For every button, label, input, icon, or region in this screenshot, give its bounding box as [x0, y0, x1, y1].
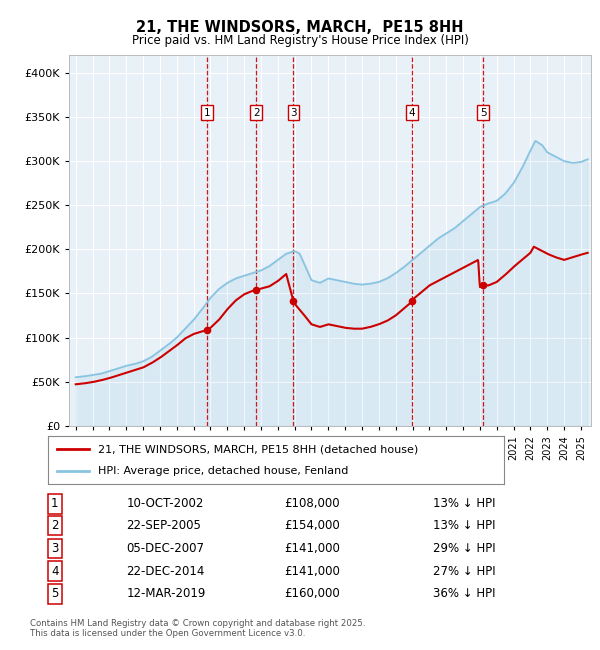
Text: £108,000: £108,000	[284, 497, 340, 510]
Text: 13% ↓ HPI: 13% ↓ HPI	[433, 497, 496, 510]
Text: 3: 3	[51, 542, 59, 555]
Text: 3: 3	[290, 108, 297, 118]
Text: 29% ↓ HPI: 29% ↓ HPI	[433, 542, 496, 555]
Text: 05-DEC-2007: 05-DEC-2007	[127, 542, 205, 555]
Text: £160,000: £160,000	[284, 588, 340, 601]
Text: £141,000: £141,000	[284, 542, 340, 555]
Text: HPI: Average price, detached house, Fenland: HPI: Average price, detached house, Fenl…	[98, 465, 349, 476]
Text: 12-MAR-2019: 12-MAR-2019	[127, 588, 206, 601]
Text: 13% ↓ HPI: 13% ↓ HPI	[433, 519, 496, 532]
Text: Price paid vs. HM Land Registry's House Price Index (HPI): Price paid vs. HM Land Registry's House …	[131, 34, 469, 47]
Text: 21, THE WINDSORS, MARCH,  PE15 8HH: 21, THE WINDSORS, MARCH, PE15 8HH	[136, 20, 464, 36]
Text: £141,000: £141,000	[284, 565, 340, 578]
Text: 36% ↓ HPI: 36% ↓ HPI	[433, 588, 496, 601]
Text: 4: 4	[409, 108, 415, 118]
Text: £154,000: £154,000	[284, 519, 340, 532]
Text: 5: 5	[480, 108, 487, 118]
Text: 21, THE WINDSORS, MARCH, PE15 8HH (detached house): 21, THE WINDSORS, MARCH, PE15 8HH (detac…	[98, 444, 418, 454]
Text: 10-OCT-2002: 10-OCT-2002	[127, 497, 204, 510]
Text: 1: 1	[51, 497, 59, 510]
Text: 2: 2	[51, 519, 59, 532]
Text: 5: 5	[51, 588, 59, 601]
Text: 22-DEC-2014: 22-DEC-2014	[127, 565, 205, 578]
Text: 2: 2	[253, 108, 260, 118]
Text: 1: 1	[203, 108, 210, 118]
Text: Contains HM Land Registry data © Crown copyright and database right 2025.
This d: Contains HM Land Registry data © Crown c…	[30, 619, 365, 638]
Text: 4: 4	[51, 565, 59, 578]
Text: 27% ↓ HPI: 27% ↓ HPI	[433, 565, 496, 578]
Text: 22-SEP-2005: 22-SEP-2005	[127, 519, 202, 532]
